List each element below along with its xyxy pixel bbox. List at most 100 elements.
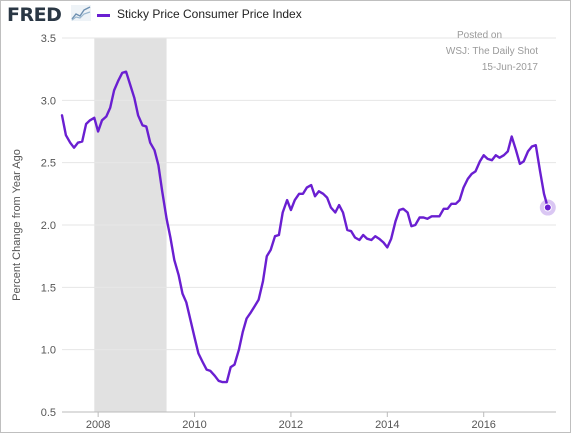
x-tick-label: 2016 (471, 419, 495, 431)
data-point (531, 145, 533, 147)
data-point (523, 160, 525, 162)
data-point (61, 114, 63, 116)
data-point (498, 156, 500, 158)
data-point (262, 280, 264, 282)
annotation-line-2: WSJ: The Daily Shot (446, 46, 538, 57)
annotation-line-1: Posted on (457, 30, 502, 41)
data-point (503, 154, 505, 156)
data-point (101, 119, 103, 121)
x-axis-ticks: 2008 2010 2012 2014 2016 (86, 412, 496, 431)
data-point (426, 218, 428, 220)
y-tick-label: 1.0 (41, 345, 56, 357)
data-point (133, 97, 135, 99)
data-point (366, 238, 368, 240)
data-point (157, 164, 159, 166)
data-point (474, 170, 476, 172)
data-point (185, 301, 187, 303)
data-point (302, 193, 304, 195)
y-tick-label: 2.5 (41, 158, 56, 170)
data-point (233, 363, 235, 365)
data-point (495, 154, 497, 156)
legend-label[interactable]: Sticky Price Consumer Price Index (117, 7, 302, 21)
y-tick-label: 3.0 (41, 95, 56, 107)
data-point (527, 150, 529, 152)
data-point (386, 246, 388, 248)
data-point (77, 142, 79, 144)
data-point (507, 150, 509, 152)
data-point (434, 215, 436, 217)
data-point (446, 208, 448, 210)
data-point (229, 366, 231, 368)
data-point (286, 199, 288, 201)
x-tick-label: 2014 (375, 419, 399, 431)
annotation-line-3: 15-Jun-2017 (482, 62, 539, 73)
data-point (266, 255, 268, 257)
data-point (149, 142, 151, 144)
fred-logo: FRED (7, 4, 62, 26)
data-point (269, 249, 271, 251)
data-point (350, 230, 352, 232)
data-point (535, 144, 537, 146)
data-point (89, 119, 91, 121)
data-point (438, 215, 440, 217)
data-point (113, 89, 115, 91)
x-tick-label: 2012 (279, 419, 303, 431)
y-tick-label: 2.0 (41, 220, 56, 232)
data-point (141, 124, 143, 126)
data-point (342, 211, 344, 213)
data-point (129, 84, 131, 86)
y-axis-label: Percent Change from Year Ago (11, 149, 23, 301)
data-point (69, 142, 71, 144)
data-point (125, 70, 127, 72)
data-point (462, 186, 464, 188)
data-point (73, 147, 75, 149)
data-point (334, 211, 336, 213)
data-point (326, 196, 328, 198)
data-point (161, 190, 163, 192)
data-point (394, 220, 396, 222)
data-point (245, 317, 247, 319)
data-point (290, 209, 292, 211)
data-point (483, 154, 485, 156)
data-point (109, 107, 111, 109)
x-tick-label: 2008 (86, 419, 110, 431)
data-point (410, 225, 412, 227)
data-point (117, 79, 119, 81)
data-point (455, 203, 457, 205)
data-point (121, 72, 123, 74)
data-point (318, 190, 320, 192)
data-point (97, 130, 99, 132)
data-point (137, 114, 139, 116)
y-tick-label: 3.5 (41, 33, 56, 45)
data-point (519, 163, 521, 165)
last-point-marker[interactable] (543, 203, 552, 212)
data-point (226, 381, 228, 383)
data-point (362, 234, 364, 236)
data-point (479, 160, 481, 162)
data-point (209, 370, 211, 372)
data-point (430, 215, 432, 217)
data-point (467, 178, 469, 180)
data-point (402, 208, 404, 210)
data-point (418, 216, 420, 218)
data-point (217, 380, 219, 382)
data-point (486, 158, 488, 160)
data-point (153, 149, 155, 151)
data-point (214, 375, 216, 377)
data-point (274, 235, 276, 237)
data-point (354, 236, 356, 238)
data-point (298, 193, 300, 195)
data-point (422, 216, 424, 218)
x-tick-label: 2010 (182, 419, 206, 431)
data-point (543, 193, 545, 195)
data-point (193, 336, 195, 338)
data-point (306, 186, 308, 188)
data-point (250, 311, 252, 313)
data-point (189, 320, 191, 322)
data-point (242, 331, 244, 333)
data-point (314, 195, 316, 197)
data-point (165, 218, 167, 220)
data-point (358, 239, 360, 241)
